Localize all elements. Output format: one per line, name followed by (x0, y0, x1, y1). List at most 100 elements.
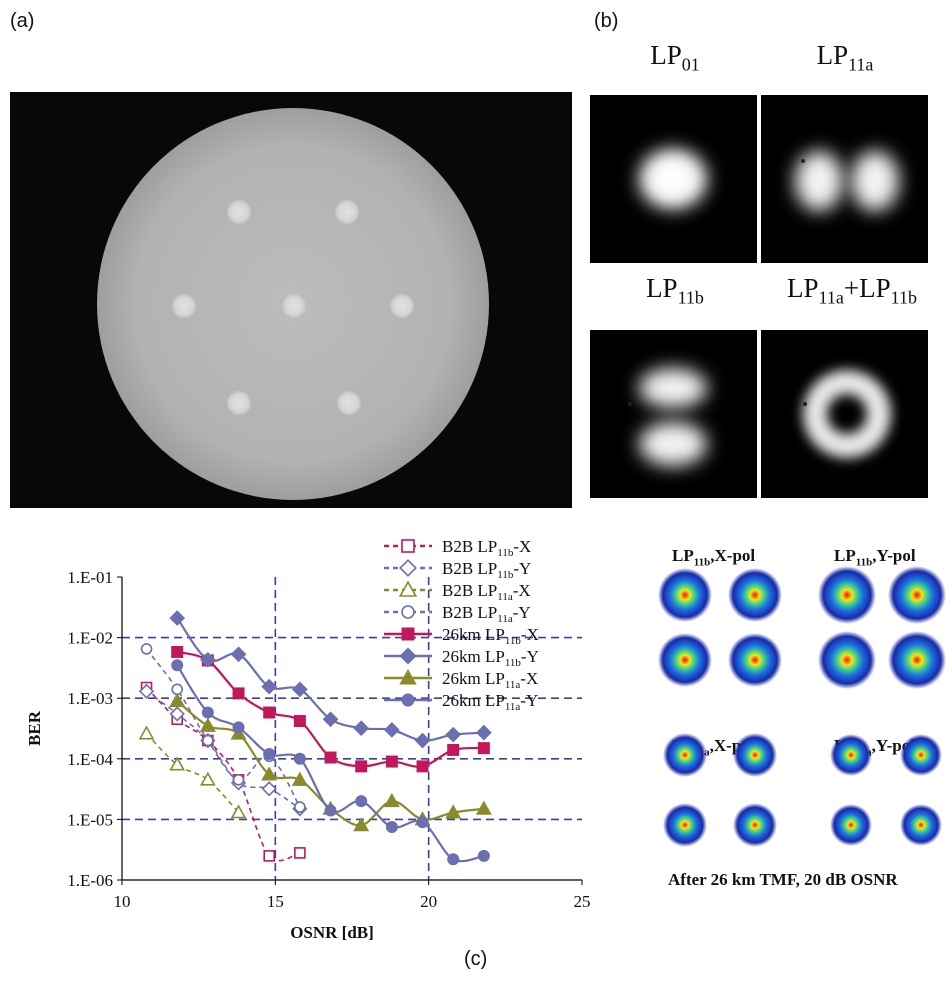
y-tick-label: 1.E-05 (67, 810, 113, 829)
data-point (202, 734, 214, 747)
data-point (232, 687, 245, 700)
data-point (169, 706, 185, 722)
chart-grid (122, 577, 582, 880)
data-point (293, 752, 306, 765)
legend-entry: 26km LP11b-Y (384, 647, 539, 669)
panel-label-b: (b) (594, 10, 619, 32)
data-point (293, 715, 306, 728)
chart-series (138, 610, 492, 866)
legend-entry: B2B LP11a-Y (384, 603, 531, 625)
series-7 (171, 659, 490, 866)
panel-label-c: (c) (464, 948, 488, 970)
data-point (261, 766, 278, 781)
data-point (324, 804, 337, 817)
legend-entry: 26km LP11b-X (384, 625, 539, 647)
data-point (324, 751, 337, 764)
data-point (399, 669, 417, 685)
data-point (384, 722, 400, 738)
legend-label: B2B LP11b-X (442, 537, 531, 559)
data-point (416, 816, 429, 829)
data-point (169, 692, 186, 707)
x-tick-label: 15 (267, 892, 284, 911)
data-point (414, 732, 431, 749)
data-point (385, 755, 398, 768)
data-point (447, 853, 460, 866)
mode-title-lp11b: LP11b (646, 273, 704, 308)
data-point (263, 748, 276, 761)
legend-entry: 26km LP11a-Y (384, 691, 538, 713)
series-line (145, 686, 301, 862)
data-point (401, 627, 415, 641)
series-2 (138, 725, 247, 819)
series-5 (169, 610, 492, 749)
series-line (145, 733, 240, 814)
x-axis-label: OSNR [dB] (290, 923, 374, 942)
data-point (401, 539, 415, 553)
x-tick-label: 25 (574, 892, 591, 911)
data-point (383, 792, 400, 808)
data-point (263, 706, 276, 719)
series-line (146, 690, 301, 810)
mode-image-lp11a (761, 95, 928, 263)
series-0 (140, 681, 306, 862)
data-point (477, 849, 490, 862)
data-point (171, 659, 184, 672)
data-point (199, 717, 216, 732)
mode-image-lp11b (590, 330, 757, 498)
data-point (200, 651, 216, 668)
legend-label: B2B LP11a-X (442, 581, 531, 603)
data-point (199, 771, 216, 786)
data-point (263, 850, 276, 862)
y-tick-label: 1.E-03 (67, 689, 113, 708)
constellation-diagrams (658, 566, 946, 847)
data-point (291, 771, 308, 786)
data-point (398, 580, 418, 597)
data-point (475, 800, 492, 815)
data-point (399, 559, 417, 577)
legend-label: B2B LP11b-Y (442, 559, 531, 581)
data-point (292, 681, 308, 698)
data-point (401, 693, 415, 707)
data-point (385, 820, 398, 833)
legend-entry: B2B LP11a-X (384, 580, 531, 603)
fiber-cross-section-image (10, 92, 572, 508)
mode-title-lp01: LP01 (650, 40, 700, 75)
data-point (401, 605, 415, 619)
constellation-caption: After 26 km TMF, 20 dB OSNR (668, 870, 898, 889)
data-point (232, 721, 245, 734)
legend-label: 26km LP11a-Y (442, 691, 538, 713)
constellation-title-lp11b-y: LP11b,Y-pol (834, 546, 916, 569)
data-point (353, 720, 370, 737)
y-tick-label: 1.E-04 (67, 750, 113, 769)
data-point (416, 760, 429, 773)
data-point (445, 726, 462, 743)
legend-label: 26km LP11b-Y (442, 647, 539, 669)
constellation-title-lp11b-x: LP11b,X-pol (672, 546, 756, 569)
data-point (294, 847, 306, 859)
mode-title-lp11a-lp11b: LP11a+LP11b (787, 273, 917, 308)
y-tick-label: 1.E-02 (67, 629, 113, 648)
data-point (230, 646, 247, 663)
data-point (140, 643, 153, 655)
data-point (477, 742, 490, 755)
data-point (476, 724, 492, 741)
x-tick-label: 10 (114, 892, 131, 911)
data-point (169, 756, 186, 771)
data-point (355, 795, 368, 808)
y-tick-label: 1.E-01 (67, 568, 113, 587)
data-point (138, 683, 155, 699)
data-point (230, 804, 247, 819)
data-point (399, 647, 417, 665)
y-tick-label: 1.E-06 (67, 871, 113, 890)
y-axis-label: BER (25, 710, 44, 746)
data-point (355, 760, 368, 773)
cores (172, 200, 414, 415)
data-point (294, 801, 306, 813)
data-point (261, 678, 278, 695)
data-point (232, 774, 245, 786)
mode-image-lp11a-plus-lp11b (761, 330, 928, 498)
mode-image-lp01 (590, 95, 757, 263)
data-point (201, 706, 214, 719)
